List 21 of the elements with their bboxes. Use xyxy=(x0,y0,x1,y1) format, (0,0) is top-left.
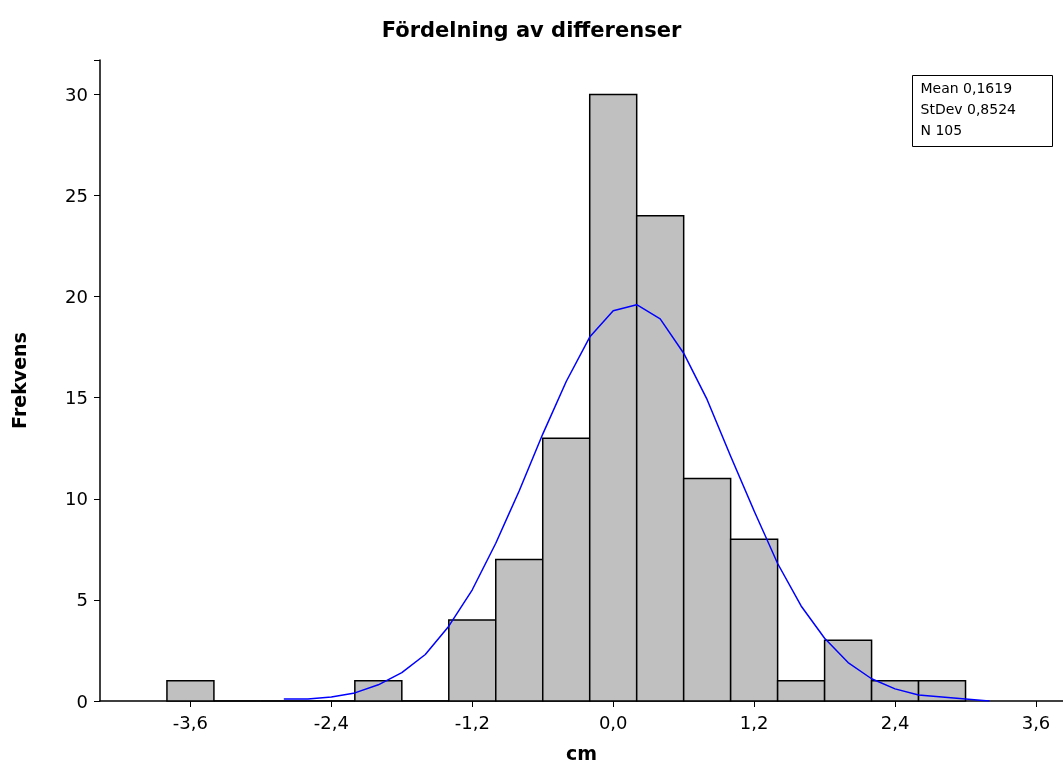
y-tick-label: 15 xyxy=(65,387,88,409)
x-tick-label: -2,4 xyxy=(313,711,349,733)
x-tick-label: 3,6 xyxy=(1021,711,1051,733)
y-tick-label: 10 xyxy=(65,488,88,510)
x-tick-label: 0,0 xyxy=(598,711,628,733)
annotation: Mean 0,1619 xyxy=(920,79,1013,96)
x-tick-label: -3,6 xyxy=(172,711,208,733)
y-tick-label: 5 xyxy=(76,589,88,611)
y-tick-label: 0 xyxy=(76,690,88,712)
chart-title: Fördelning av differenser xyxy=(381,17,682,42)
y-axis-title: Frekvens xyxy=(7,332,30,429)
annotation: StDev 0,8524 xyxy=(920,100,1017,117)
y-tick-label: 20 xyxy=(65,286,88,308)
x-tick-label: 2,4 xyxy=(880,711,910,733)
y-tick-label: 30 xyxy=(65,83,88,105)
annotation: N 105 xyxy=(920,121,963,138)
x-tick-label: 1,2 xyxy=(739,711,769,733)
x-tick-label: -1,2 xyxy=(454,711,490,733)
x-axis-title: cm xyxy=(565,741,598,764)
line-series xyxy=(283,303,990,702)
y-tick-label: 25 xyxy=(65,184,88,206)
